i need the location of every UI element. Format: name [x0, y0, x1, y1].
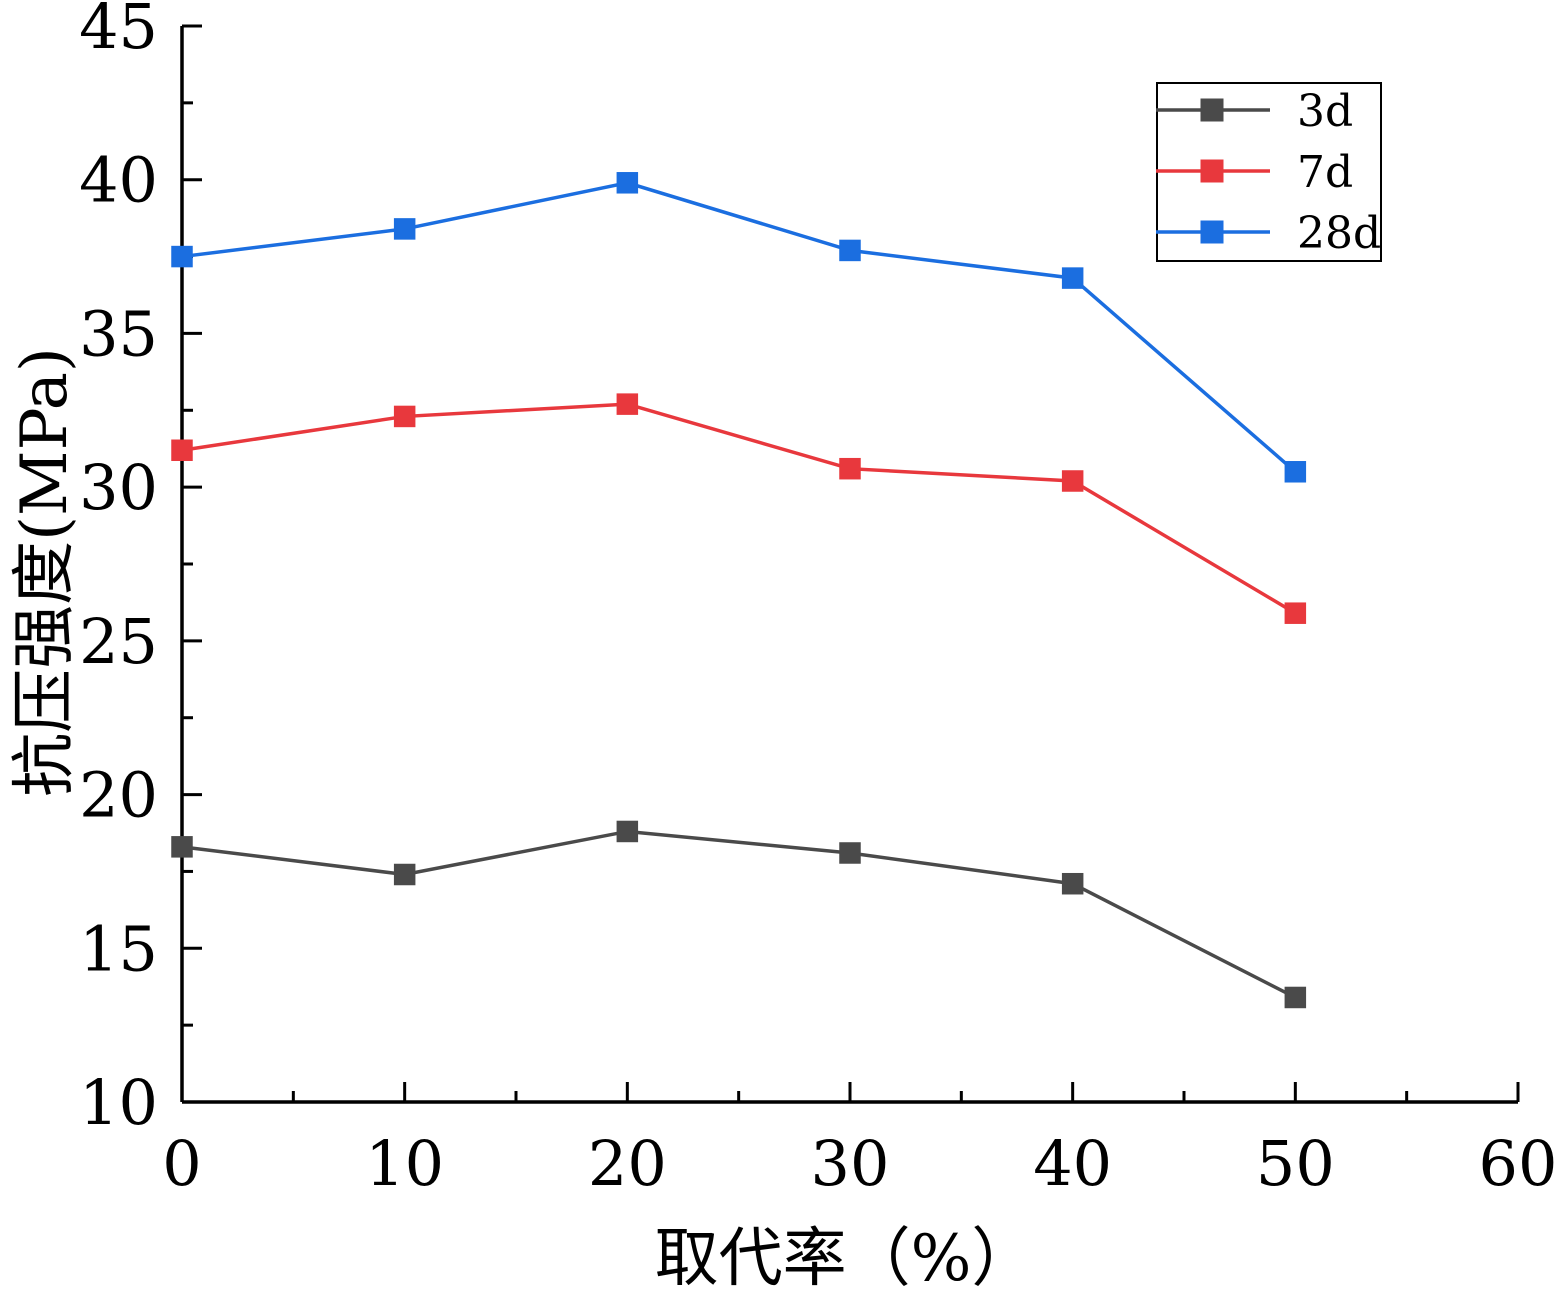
- data-point-3d: [1284, 986, 1307, 1009]
- series-line-3d: [181, 829, 1297, 1000]
- data-point-7d: [171, 439, 193, 462]
- legend-marker-7d: [1200, 159, 1224, 183]
- x-tick-label: 40: [1033, 1127, 1112, 1200]
- y-tick-label: 30: [79, 451, 158, 524]
- data-point-7d: [616, 393, 639, 415]
- data-point-3d: [171, 836, 193, 858]
- y-tick-label: 25: [79, 605, 158, 678]
- data-point-3d: [393, 863, 416, 886]
- data-point-7d: [1061, 470, 1084, 492]
- data-point-7d: [839, 457, 861, 480]
- legend-label-28d: 28d: [1297, 208, 1381, 259]
- data-point-28d: [616, 172, 639, 194]
- x-axis-title: 取代率（%）: [655, 1222, 1036, 1293]
- y-axis-title: 抗压强度(MPa): [8, 347, 82, 797]
- y-tick-label: 10: [79, 1066, 158, 1139]
- x-tick-label: 50: [1256, 1127, 1335, 1200]
- data-point-28d: [1061, 267, 1084, 289]
- legend-items: 3d 7d 28d: [1156, 86, 1381, 259]
- x-tick-label: 0: [162, 1127, 201, 1200]
- data-point-3d: [616, 820, 639, 843]
- data-point-28d: [1284, 461, 1307, 483]
- x-tick-label: 10: [365, 1127, 444, 1200]
- data-point-3d: [1061, 872, 1084, 895]
- data-point-3d: [839, 842, 861, 864]
- x-tick-label: 20: [588, 1127, 667, 1200]
- y-tick-label: 45: [79, 0, 158, 63]
- series-line-28d: [181, 180, 1297, 474]
- data-point-28d: [839, 239, 861, 262]
- legend-label-3d: 3d: [1297, 86, 1353, 137]
- data-point-28d: [171, 245, 193, 268]
- y-tick-label: 40: [79, 144, 158, 217]
- y-tick-label: 20: [79, 759, 158, 832]
- series-3d: [171, 820, 1307, 1009]
- data-point-7d: [1284, 602, 1307, 624]
- data-point-7d: [393, 405, 416, 428]
- legend-marker-28d: [1200, 220, 1224, 244]
- x-tick-label: 60: [1479, 1127, 1555, 1200]
- data-point-28d: [393, 218, 416, 240]
- y-tick-label: 15: [79, 912, 158, 985]
- series-7d: [171, 393, 1307, 624]
- series-28d: [171, 172, 1307, 483]
- x-ticks: 0 10 20 30 40 50 60: [162, 1082, 1555, 1200]
- y-tick-label: 35: [79, 297, 158, 370]
- y-ticks: 10 15 20 25 30 35 40 45: [79, 0, 202, 1139]
- series-layer: [171, 172, 1307, 1009]
- x-tick-label: 30: [811, 1127, 890, 1200]
- legend: 3d 7d 28d: [1156, 82, 1382, 262]
- legend-label-7d: 7d: [1297, 147, 1353, 198]
- series-line-7d: [181, 402, 1297, 615]
- legend-marker-3d: [1200, 98, 1224, 122]
